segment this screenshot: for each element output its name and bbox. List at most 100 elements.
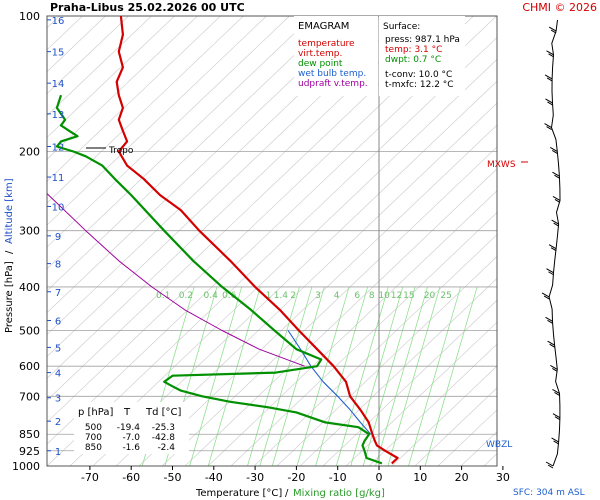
temp-tick-label: -70	[81, 471, 99, 484]
wind-barb	[550, 364, 558, 370]
mixing-ratio-line	[296, 286, 350, 466]
temp-tick-label: -30	[246, 471, 264, 484]
pressure-tick-label: 300	[19, 225, 40, 238]
pressure-tick-label: 400	[19, 281, 40, 294]
adiabat-line	[322, 299, 497, 466]
adiabat-line	[414, 387, 497, 466]
adiabat-line	[368, 343, 497, 466]
legend-box	[294, 16, 378, 96]
level-table: p [hPa] T Td [°C] 500 -19.4 -25.3 700 -7…	[74, 402, 189, 454]
altitude-label: 15	[52, 48, 65, 59]
mixing-ratio-line	[335, 286, 389, 466]
wind-barb	[546, 126, 552, 131]
wind-barb	[547, 464, 554, 469]
wind-barb	[546, 77, 553, 82]
table-cell: -2.4	[157, 443, 175, 453]
mixing-ratio-label: 0.4	[204, 291, 219, 301]
altitude-label: 14	[52, 79, 65, 90]
altitude-label: 11	[52, 173, 65, 184]
wind-barb	[554, 416, 561, 421]
adiabat-line	[207, 190, 497, 466]
adiabat-line	[47, 16, 313, 270]
mixing-ratio-label: 4	[334, 291, 340, 301]
wind-barb	[553, 440, 559, 445]
mixing-ratio-line	[350, 286, 404, 466]
altitude-label: 6	[55, 317, 61, 328]
wind-barb	[552, 196, 561, 201]
wind-barb	[547, 340, 555, 346]
x-label-sep: /	[285, 488, 289, 499]
legend-wet-bulb: wet bulb temp.	[298, 69, 366, 79]
mixing-ratio-line	[271, 286, 325, 466]
wind-barb	[550, 247, 557, 252]
pressure-tick-label: 600	[19, 360, 40, 373]
wind-barb	[546, 268, 554, 274]
legend-updraft: udpraft v.temp.	[298, 79, 368, 89]
table-header-td: Td [°C]	[145, 407, 182, 418]
mixing-ratio-line	[247, 286, 300, 466]
mixing-ratio-line	[408, 286, 461, 466]
mixing-ratio-label: 6	[354, 291, 360, 301]
wind-barb	[550, 29, 557, 34]
legend-title: EMAGRAM	[298, 21, 349, 32]
adiabat-line	[345, 321, 497, 466]
surface-title: Surface:	[383, 22, 420, 32]
adiabat-line	[47, 16, 244, 204]
wind-barb	[548, 53, 554, 58]
table-cell: 700	[85, 433, 102, 443]
temp-tick-label: 20	[455, 471, 469, 484]
y-label-alt: Altitude [km]	[4, 178, 15, 244]
wind-barb	[554, 174, 560, 179]
mixing-ratio-label: 10	[378, 291, 390, 301]
pressure-tick-label: 200	[19, 145, 40, 158]
altitude-label: 5	[55, 343, 61, 354]
surface-tmxfc: t-mxfc: 12.2 °C	[385, 80, 454, 90]
altitude-label: 2	[55, 417, 61, 428]
x-label-temp: Temperature [°C]	[195, 488, 282, 499]
updraft-line	[47, 192, 305, 367]
adiabat-line	[47, 16, 129, 95]
altitude-label: 8	[55, 260, 61, 271]
altitude-label: 3	[55, 394, 61, 405]
wind-barb	[545, 98, 553, 104]
wind-barb	[550, 147, 558, 152]
wind-barb	[547, 101, 553, 106]
surface-press: press: 987.1 hPa	[385, 35, 460, 45]
temperature-line	[115, 16, 399, 465]
adiabat-line	[47, 16, 359, 314]
wind-barb	[551, 437, 559, 443]
pressure-tick-label: 700	[19, 390, 40, 403]
temp-tick-label: -50	[164, 471, 182, 484]
adiabat-line	[47, 16, 152, 117]
wind-barb	[544, 74, 553, 80]
table-cell: 850	[85, 443, 102, 453]
mixing-ratio-line	[375, 286, 428, 466]
y-label-pressure: Pressure [hPa]	[4, 261, 15, 333]
wind-barb	[553, 222, 559, 227]
table-cell: -25.3	[152, 423, 175, 433]
altitude-label: 9	[55, 232, 61, 243]
wind-barb	[551, 219, 559, 225]
adiabat-line	[230, 212, 497, 466]
altitude-label: 7	[55, 288, 61, 299]
dew-point-line	[55, 94, 383, 465]
pressure-tick-label: 1000	[12, 460, 40, 473]
mixing-ratio-label: 1	[266, 291, 272, 301]
adiabat-line	[47, 16, 290, 248]
temp-tick-label: -20	[287, 471, 305, 484]
mixing-ratio-line	[207, 286, 261, 466]
table-cell: 500	[85, 423, 102, 433]
sfc-label: SFC: 304 m ASL	[513, 488, 585, 498]
table-header-t: T	[123, 407, 131, 418]
table-cell: -1.6	[122, 443, 140, 453]
pressure-tick-label: 850	[19, 428, 40, 441]
altitude-label: 4	[55, 369, 61, 380]
x-label-mix: Mixing ratio [g/kg]	[293, 488, 385, 499]
wind-barb	[545, 316, 553, 322]
wind-barb	[549, 343, 555, 348]
wind-barb	[547, 319, 553, 324]
temp-tick-label: 30	[496, 471, 510, 484]
mixing-ratio-label: 0.2	[179, 291, 193, 301]
